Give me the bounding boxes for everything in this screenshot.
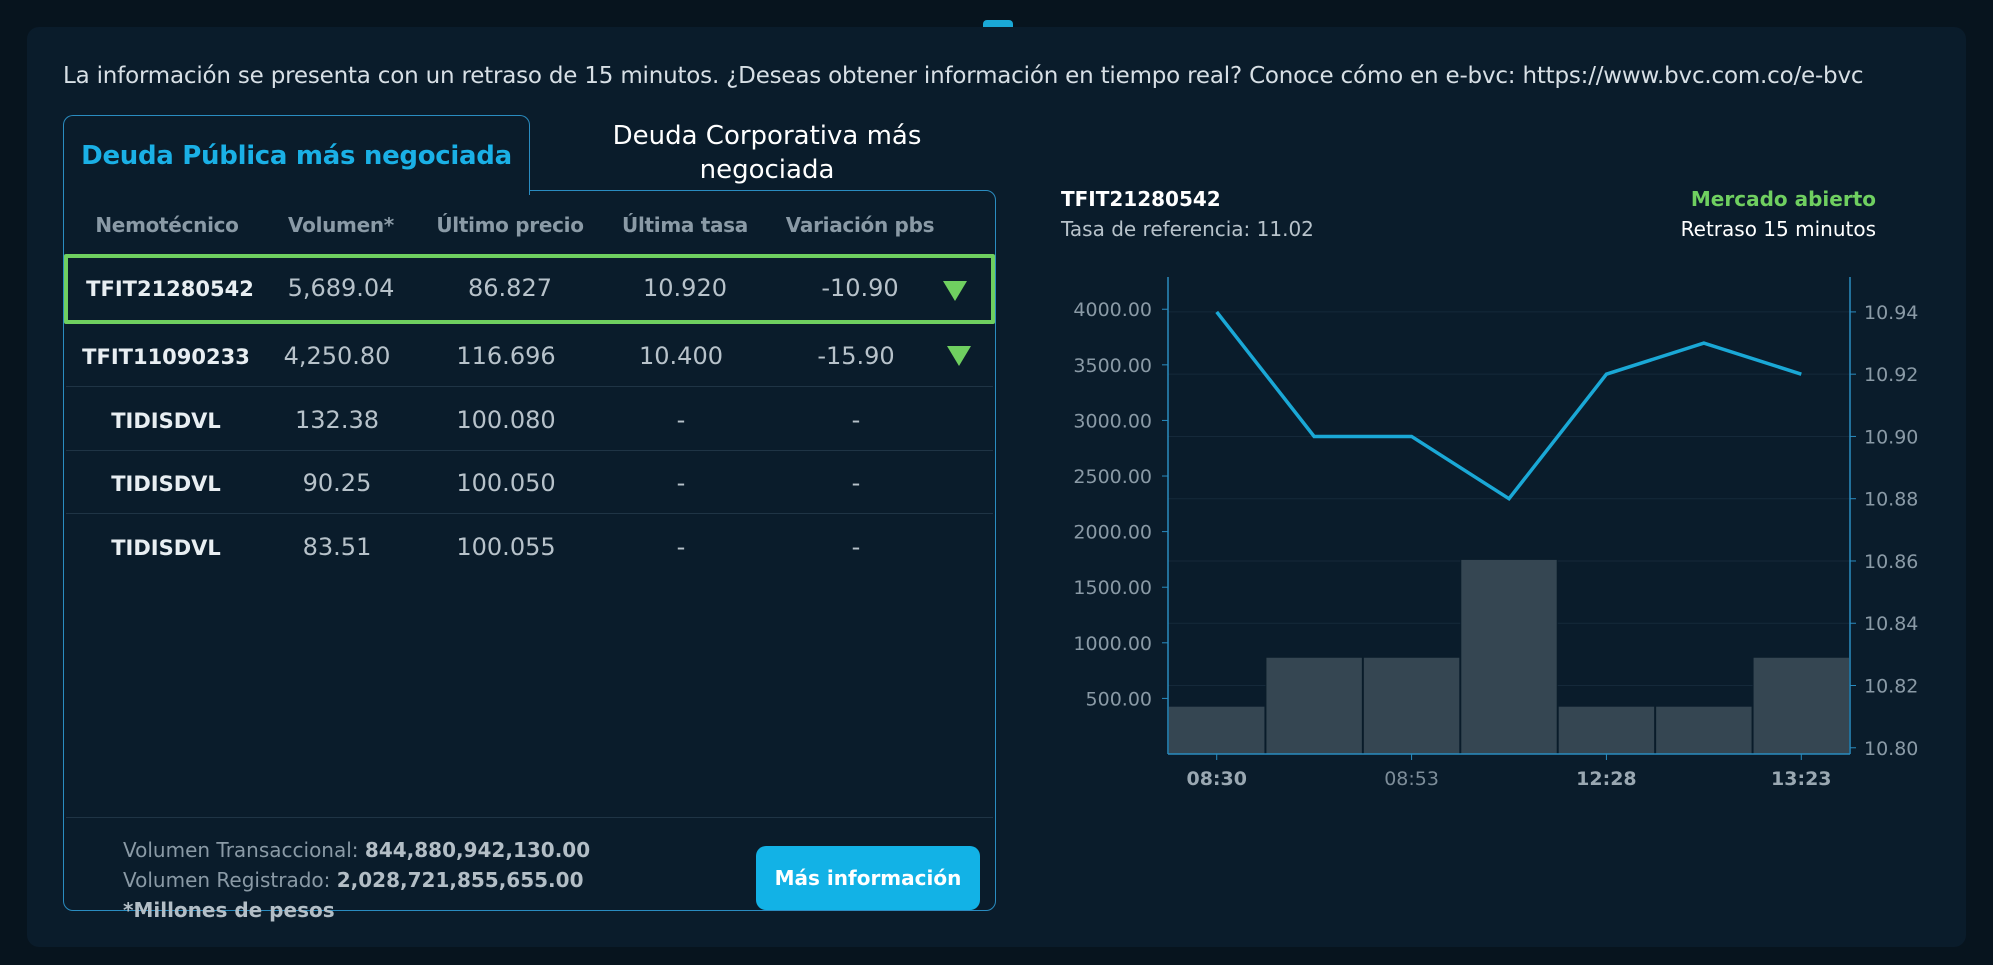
row-variacion: - [851,469,861,497]
right-tick-label: 10.86 [1864,551,1918,573]
row-nemo: TFIT21280542 [86,277,254,301]
row-tasa: 10.400 [639,342,723,370]
header-ultima-tasa: Última tasa [622,213,748,237]
volume-bar [1655,705,1753,755]
header-nemotecnico: Nemotécnico [95,213,239,237]
right-tick-label: 10.84 [1864,613,1918,635]
row-tasa: 10.920 [643,274,727,302]
row-tasa: - [676,533,686,561]
delay-notice: La información se presenta con un retras… [63,63,1864,89]
left-tick-label: 1500.00 [1073,577,1152,599]
row-variacion: -15.90 [817,342,895,370]
row-precio: 86.827 [468,274,552,302]
row-variacion: - [851,533,861,561]
tab-public-debt[interactable]: Deuda Pública más negociada [63,115,530,195]
row-tasa: - [676,469,686,497]
right-tick-label: 10.80 [1864,738,1918,760]
vol-reg-label: Volumen Registrado: [123,868,337,892]
table-row[interactable]: TFIT11090233 4,250.80 116.696 10.400 -15… [66,324,993,387]
volume-bar [1265,656,1363,755]
tab-corporate-debt-label-2: negociada [699,155,835,185]
reference-rate: Tasa de referencia: 11.02 [1061,217,1314,241]
row-precio: 100.055 [456,533,556,561]
volume-summary: Volumen Transaccional: 844,880,942,130.0… [123,835,590,925]
delay-label: Retraso 15 minutos [1680,217,1876,241]
vol-trans-value: 844,880,942,130.00 [364,838,591,862]
row-volumen: 5,689.04 [287,274,395,302]
market-status: Mercado abierto [1690,187,1876,211]
row-nemo: TIDISDVL [111,472,221,496]
tab-corporate-debt[interactable]: Deuda Corporativa más negociada [587,119,947,187]
row-volumen: 4,250.80 [283,342,391,370]
table-row[interactable]: TFIT21280542 5,689.04 86.827 10.920 -10.… [64,254,995,324]
table-row[interactable]: TIDISDVL 90.25 100.050 - - [66,451,993,514]
row-variacion: - [851,406,861,434]
left-tick-label: 2500.00 [1073,466,1152,488]
more-info-button[interactable]: Más información [756,846,980,910]
left-tick-label: 2000.00 [1073,522,1152,544]
header-volumen: Volumen* [288,213,394,237]
row-volumen: 132.38 [295,406,379,434]
row-precio: 100.080 [456,406,556,434]
row-nemo: TFIT11090233 [82,345,250,369]
right-tick-label: 10.88 [1864,489,1918,511]
row-variacion: -10.90 [821,274,899,302]
right-tick-label: 10.82 [1864,676,1918,698]
x-tick-label: 12:28 [1576,768,1636,790]
row-tasa: - [676,406,686,434]
tab-corporate-debt-label-1: Deuda Corporativa más [612,121,922,151]
volume-bar [1168,705,1266,755]
volume-bar [1460,558,1558,755]
table-header: Nemotécnico Volumen* Último precio Últim… [64,191,995,256]
volume-bar [1362,656,1461,755]
row-nemo: TIDISDVL [111,536,221,560]
units-note: *Millones de pesos [123,898,335,922]
left-tick-label: 500.00 [1086,688,1152,710]
left-tick-label: 4000.00 [1073,299,1152,321]
vol-trans-label: Volumen Transaccional: [123,838,365,862]
left-tick-label: 1000.00 [1073,633,1152,655]
left-tick-label: 3500.00 [1073,355,1152,377]
market-panel: La información se presenta con un retras… [27,27,1966,947]
down-triangle-icon [947,346,971,366]
price-volume-chart: 500.00 1000.00 1500.00 2000.00 2500.00 3000.0… [1073,277,1918,790]
header-ultimo-precio: Último precio [436,213,584,237]
row-volumen: 90.25 [302,469,372,497]
volume-bar [1557,705,1656,755]
tab-public-debt-label: Deuda Pública más negociada [81,140,512,171]
left-tick-label: 3000.00 [1073,410,1152,432]
table-row[interactable]: TIDISDVL 132.38 100.080 - - [66,388,993,451]
vol-reg-value: 2,028,721,855,655.00 [336,868,584,892]
row-volumen: 83.51 [302,533,372,561]
debt-table: Nemotécnico Volumen* Último precio Últim… [62,189,996,922]
row-precio: 100.050 [456,469,556,497]
row-precio: 116.696 [456,342,556,370]
volume-bar [1752,656,1850,755]
x-tick-label: 13:23 [1771,768,1831,790]
x-tick-label: 08:30 [1186,768,1246,790]
right-tick-label: 10.90 [1864,426,1918,448]
header-variacion: Variación pbs [785,213,935,237]
x-tick-label: 08:53 [1384,768,1439,790]
row-nemo: TIDISDVL [111,409,221,433]
divider [66,817,993,818]
table-row[interactable]: TIDISDVL 83.51 100.055 - - [66,515,993,578]
rate-line [1215,310,1802,502]
down-triangle-icon [943,281,967,301]
right-tick-label: 10.94 [1864,302,1918,324]
chart-title: TFIT21280542 [1061,187,1221,211]
right-tick-label: 10.92 [1864,364,1918,386]
